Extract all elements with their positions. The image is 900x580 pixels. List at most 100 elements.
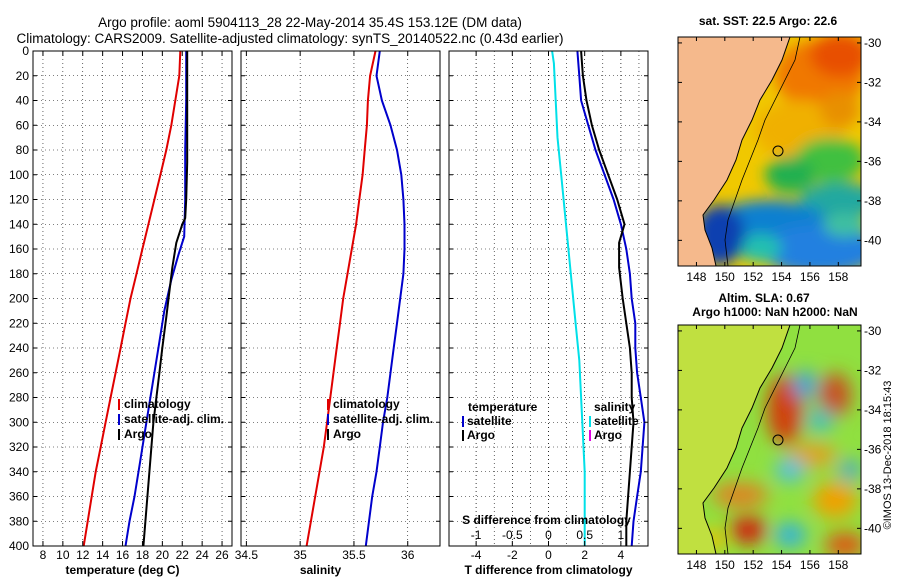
map-ytick-label: -34 <box>864 403 882 417</box>
depth-tick-label: 360 <box>9 490 29 504</box>
depth-tick-label: 200 <box>9 292 29 306</box>
sla-map-axes: 148 150 152 154 156 158 -30 -32 -34 -36 -38 -40 <box>678 324 882 572</box>
temperature-xtick-label: 20 <box>156 548 170 562</box>
map-xtick-label: 158 <box>828 270 848 284</box>
map-ytick-label: -38 <box>864 482 882 496</box>
map-xtick-label: 150 <box>715 270 735 284</box>
difference-xtick-label: 2 <box>581 548 588 562</box>
temperature-series-climatology <box>82 50 182 547</box>
map-ytick-label: -30 <box>864 36 882 50</box>
map-xtick-label: 148 <box>686 270 706 284</box>
difference-series-satellite <box>576 50 646 547</box>
difference-series-argo <box>580 50 635 546</box>
depth-tick-label: 180 <box>9 267 29 281</box>
salinity-series-climatology <box>305 50 377 547</box>
temperature-legend-entry: Argo <box>124 427 152 441</box>
figure-title-line1: Argo profile: aoml 5904113_28 22-May-201… <box>98 15 522 30</box>
depth-tick-label: 240 <box>9 341 29 355</box>
depth-tick-label: 0 <box>22 44 29 58</box>
difference-legend-entry: satellite <box>467 414 512 428</box>
map-ytick-label: -36 <box>864 442 882 456</box>
salinity-legend-entry: climatology <box>333 397 400 411</box>
temperature-legend-entry: climatology <box>124 397 191 411</box>
figure-title-line2: Climatology: CARS2009. Satellite-adjuste… <box>16 31 563 46</box>
map-xtick-label: 150 <box>715 558 735 572</box>
map-xtick-label: 154 <box>772 270 792 284</box>
difference-legend-swatch <box>462 430 464 441</box>
map-ytick-label: -40 <box>864 233 882 247</box>
map-ytick-label: -36 <box>864 154 882 168</box>
depth-tick-label: 320 <box>9 440 29 454</box>
temperature-xtick-label: 14 <box>96 548 110 562</box>
salinity-xtick-label: 35.5 <box>342 548 366 562</box>
difference-s-tick-label: 1 <box>618 528 625 542</box>
salinity-xtick-label: 35 <box>293 548 307 562</box>
map-xtick-label: 148 <box>686 558 706 572</box>
temperature-legend-swatch <box>118 429 120 440</box>
temperature-xtick-label: 24 <box>195 548 209 562</box>
sst-map: sat. SST: 22.5 Argo: 22.6 <box>677 14 882 284</box>
sla-map-title1: Altim. SLA: 0.67 <box>718 291 810 305</box>
temperature-plot-area <box>33 51 232 546</box>
difference-legend-entry: Argo <box>594 428 622 442</box>
temperature-series-satellite <box>124 51 188 547</box>
difference-xtick-label: -4 <box>471 548 482 562</box>
depth-tick-label: 100 <box>9 168 29 182</box>
map-ytick-label: -32 <box>864 75 882 89</box>
difference-xtick-label: 0 <box>545 548 552 562</box>
map-ytick-label: -34 <box>864 115 882 129</box>
salinity-xtick-label: 36 <box>401 548 415 562</box>
depth-tick-label: 20 <box>16 69 30 83</box>
depth-tick-label: 80 <box>16 143 30 157</box>
difference-xtick-label: 4 <box>618 548 625 562</box>
salinity-legend-swatch <box>327 399 329 410</box>
temperature-xtick-label: 16 <box>116 548 130 562</box>
temperature-legend-swatch <box>118 399 120 410</box>
temperature-legend-entry: satellite-adj. clim. <box>124 412 224 426</box>
credit-text: ©IMOS 13-Dec-2018 18:15:43 <box>882 381 894 530</box>
map-xtick-label: 152 <box>743 558 763 572</box>
difference-legend-swatch <box>462 416 464 427</box>
salinity-panel: 34.5 35 35.5 36 salinity climatologysatellite… <box>235 50 441 577</box>
salinity-xtick-label: 34.5 <box>235 548 259 562</box>
salinity-legend-swatch <box>327 414 329 425</box>
depth-tick-label: 120 <box>9 193 29 207</box>
difference-xtick-label: -2 <box>507 548 518 562</box>
difference-legend-swatch <box>589 430 591 441</box>
depth-tick-label: 140 <box>9 217 29 231</box>
salinity-xlabel: salinity <box>300 563 342 577</box>
map-xtick-label: 154 <box>772 558 792 572</box>
salinity-legend-entry: satellite-adj. clim. <box>333 412 433 426</box>
temperature-xtick-label: 12 <box>76 548 90 562</box>
difference-legend-entry: Argo <box>467 428 495 442</box>
sla-argo-location-marker <box>772 434 784 446</box>
depth-tick-label: 340 <box>9 465 29 479</box>
difference-s-tick-label: 0 <box>545 528 552 542</box>
difference-legend-left-title: temperature <box>468 400 538 414</box>
salinity-legend-entry: Argo <box>333 427 361 441</box>
difference-s-tick-label: -0.5 <box>502 528 523 542</box>
difference-legend-entry: satellite <box>594 414 639 428</box>
depth-tick-label: 160 <box>9 242 29 256</box>
difference-legend-right-title: salinity <box>594 400 636 414</box>
difference-series-sat_salinity <box>551 50 586 546</box>
depth-axis: 0 20 40 60 80 100 120 140 160 180 200 220 240 260 280 3… <box>9 44 648 553</box>
difference-xlabel: T difference from climatology <box>464 563 632 577</box>
sst-map-title: sat. SST: 22.5 Argo: 22.6 <box>699 14 838 28</box>
difference-s-tick-label: -1 <box>471 528 482 542</box>
temperature-xtick-label: 10 <box>56 548 70 562</box>
sla-map: Altim. SLA: 0.67 Argo h1000: NaN h2000: … <box>677 291 882 572</box>
map-xtick-label: 156 <box>800 270 820 284</box>
temperature-xtick-label: 22 <box>176 548 190 562</box>
sla-map-title2: Argo h1000: NaN h2000: NaN <box>692 305 857 319</box>
map-ytick-label: -38 <box>864 194 882 208</box>
temperature-xtick-label: 18 <box>136 548 150 562</box>
sst-map-axes: 148 150 152 154 156 158 -30 -32 -34 -36 -38 -40 <box>678 36 882 284</box>
difference-legend-swatch <box>589 416 591 427</box>
temperature-xtick-label: 26 <box>215 548 229 562</box>
temperature-series-argo <box>142 51 189 547</box>
map-xtick-label: 156 <box>800 558 820 572</box>
depth-tick-label: 300 <box>9 415 29 429</box>
difference-s-tick-label: 0.5 <box>576 528 593 542</box>
